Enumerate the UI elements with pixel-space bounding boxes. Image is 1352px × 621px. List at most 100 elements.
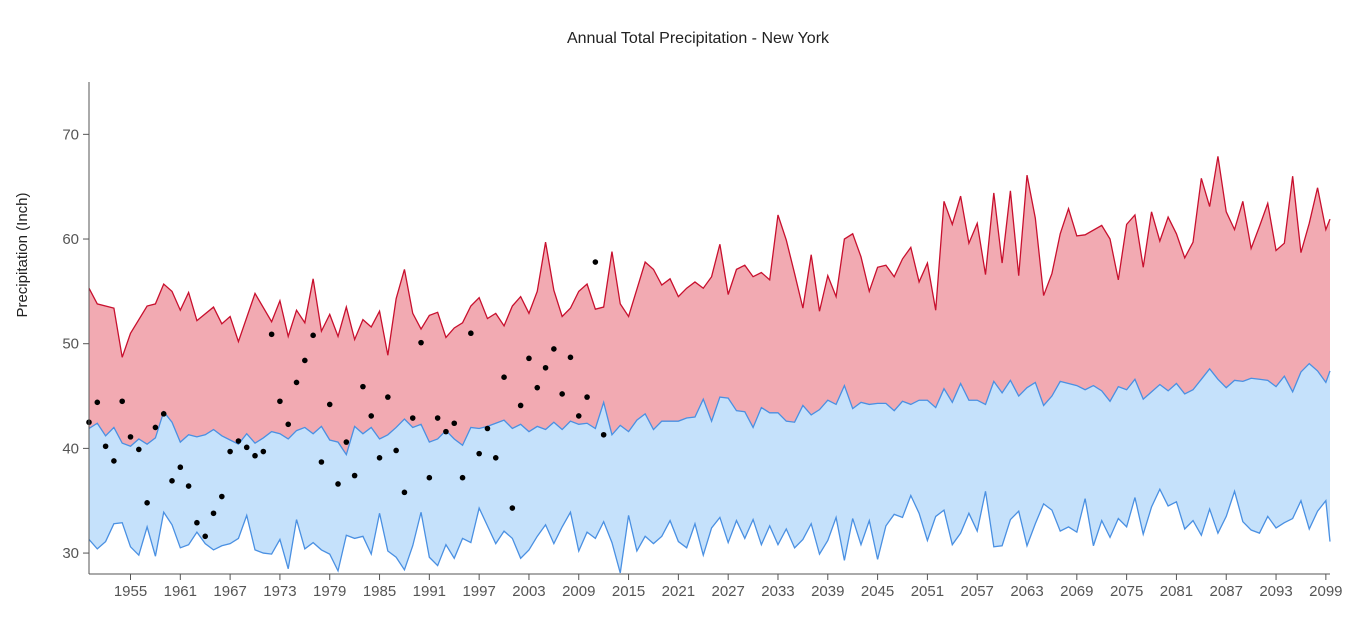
y-tick-label: 30 <box>62 545 79 562</box>
observed-point <box>459 474 466 481</box>
observed-point <box>243 444 250 451</box>
x-tick-label: 2015 <box>612 583 645 600</box>
observed-point <box>235 438 242 444</box>
observed-point <box>202 533 209 540</box>
observed-point <box>219 493 225 500</box>
observed-point <box>227 448 233 455</box>
observed-point <box>534 384 541 391</box>
median-series-line <box>88 362 1331 457</box>
x-tick-label: 1991 <box>413 583 446 600</box>
observed-point <box>360 383 366 390</box>
observed-point <box>119 398 125 405</box>
x-tick-label: 2021 <box>662 583 695 600</box>
observed-point <box>252 452 258 459</box>
observed-point <box>484 425 491 432</box>
observed-point <box>160 411 167 417</box>
observed-point <box>277 398 283 405</box>
observed-point <box>443 428 449 435</box>
observed-point <box>567 354 574 361</box>
observed-point <box>492 455 499 461</box>
x-tick-label: 1985 <box>363 583 396 600</box>
observed-point <box>210 510 217 517</box>
observed-point <box>451 420 458 427</box>
observed-point <box>302 357 308 364</box>
x-tick-label: 2033 <box>761 583 794 600</box>
observed-point <box>268 331 275 338</box>
observed-point <box>584 394 590 400</box>
x-tick-label: 1961 <box>164 583 197 600</box>
x-tick-label: 2051 <box>911 583 944 600</box>
lower-series-line <box>88 487 1331 574</box>
observed-point <box>526 355 532 362</box>
observed-point <box>542 364 549 371</box>
x-axis-ticks: 1955 1961 1967 1973 1979 1985 1991 1997 2003 2009… <box>114 574 1343 600</box>
y-tick-label: 50 <box>62 336 79 353</box>
observed-point <box>102 443 109 450</box>
y-tick-label: 70 <box>62 126 79 143</box>
x-tick-label: 1973 <box>263 583 296 600</box>
observed-point <box>194 519 200 526</box>
y-axis-label: Precipitation (Inch) <box>14 192 31 317</box>
observed-point <box>152 424 159 431</box>
observed-point <box>351 472 358 479</box>
observed-point <box>111 458 117 464</box>
y-axis-ticks: 30 40 50 60 70 <box>62 126 89 562</box>
observed-point <box>318 459 325 465</box>
y-tick-label: 60 <box>62 231 79 248</box>
observed-point <box>94 399 101 406</box>
observed-point <box>293 379 300 386</box>
upper-series-line <box>88 156 1331 358</box>
observed-point <box>476 450 482 457</box>
x-tick-label: 2063 <box>1010 583 1043 600</box>
observed-point <box>559 391 565 397</box>
x-tick-label: 2069 <box>1060 583 1093 600</box>
x-tick-label: 2075 <box>1110 583 1143 600</box>
observed-point <box>575 413 582 419</box>
observed-point <box>426 474 433 481</box>
upper-band-area <box>89 156 1330 455</box>
y-tick-label: 40 <box>62 440 79 457</box>
chart-title: Annual Total Precipitation - New York <box>567 30 830 47</box>
observed-point <box>144 500 150 506</box>
observed-points <box>86 259 607 540</box>
x-tick-label: 2039 <box>811 583 844 600</box>
x-tick-label: 2057 <box>961 583 994 600</box>
observed-point <box>509 505 516 511</box>
observed-point <box>385 394 391 400</box>
observed-point <box>393 447 399 454</box>
observed-point <box>376 455 383 461</box>
lower-band-area <box>89 363 1330 573</box>
observed-point <box>600 431 607 438</box>
observed-point <box>127 434 134 440</box>
x-tick-label: 2045 <box>861 583 894 600</box>
observed-point <box>335 481 341 487</box>
x-tick-label: 1955 <box>114 583 147 600</box>
observed-point <box>401 489 408 496</box>
observed-point <box>551 346 557 352</box>
plot-area <box>86 156 1331 574</box>
x-tick-label: 1967 <box>213 583 246 600</box>
observed-point <box>343 439 350 445</box>
observed-point <box>409 415 416 421</box>
observed-point <box>501 374 507 381</box>
x-tick-label: 1979 <box>313 583 346 600</box>
observed-point <box>177 464 184 471</box>
observed-point <box>326 401 333 408</box>
observed-point <box>368 413 375 419</box>
x-tick-label: 2093 <box>1259 583 1292 600</box>
observed-point <box>169 478 175 484</box>
observed-point <box>434 415 441 421</box>
observed-point <box>136 446 142 453</box>
observed-point <box>592 259 599 265</box>
observed-point <box>517 402 524 409</box>
x-tick-label: 2003 <box>512 583 545 600</box>
observed-point <box>310 332 316 339</box>
observed-point <box>418 339 424 346</box>
observed-point <box>468 330 474 337</box>
observed-point <box>260 448 267 455</box>
x-tick-label: 2099 <box>1309 583 1342 600</box>
x-tick-label: 1997 <box>462 583 495 600</box>
observed-point <box>185 483 192 489</box>
x-tick-label: 2027 <box>711 583 744 600</box>
